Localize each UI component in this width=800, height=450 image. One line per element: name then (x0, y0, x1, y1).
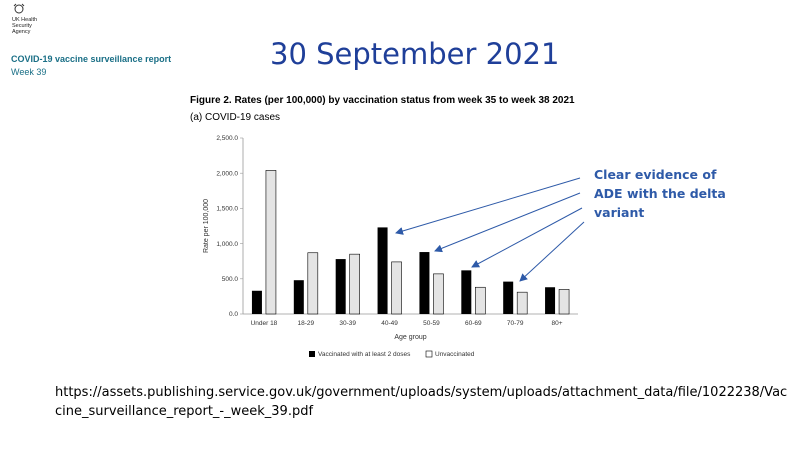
source-url: https://assets.publishing.service.gov.uk… (55, 385, 788, 419)
bar-unvaccinated (307, 252, 319, 315)
x-tick-label: 40-49 (381, 320, 398, 327)
bar-vaccinated (251, 290, 262, 314)
slide-title: 30 September 2021 (270, 37, 560, 71)
bar-unvaccinated (265, 170, 277, 315)
annotation-line-1: Clear evidence of (594, 167, 717, 182)
bar-vaccinated (377, 227, 388, 314)
x-tick-label: 80+ (552, 320, 563, 327)
bar-vaccinated (419, 252, 430, 314)
royal-crest-icon (13, 3, 25, 14)
x-tick-label: 30-39 (339, 320, 356, 327)
annotation-arrow (519, 221, 585, 282)
legend-swatch-unvaccinated (425, 350, 433, 358)
annotation-arrow (395, 177, 581, 235)
x-tick-label: Under 18 (251, 320, 278, 327)
bar-unvaccinated (433, 273, 444, 315)
bar-vaccinated (293, 280, 304, 314)
legend-label-vaccinated: Vaccinated with at least 2 doses (318, 351, 411, 358)
report-week: Week 39 (11, 67, 47, 77)
figure-title: Figure 2. Rates (per 100,000) by vaccina… (190, 95, 575, 106)
y-tick-label: 1,500.0 (216, 206, 238, 213)
bar-vaccinated (461, 270, 472, 314)
x-tick-label: 18-29 (298, 320, 315, 327)
annotation-arrow (471, 207, 583, 268)
bar-unvaccinated (516, 291, 528, 315)
bar-vaccinated (503, 281, 514, 314)
legend-label-unvaccinated: Unvaccinated (435, 351, 475, 358)
bar-unvaccinated (475, 286, 486, 315)
y-tick-label: 500.0 (222, 276, 239, 283)
bar-unvaccinated (558, 289, 570, 315)
report-title: COVID-19 vaccine surveillance report (11, 54, 172, 64)
bar-vaccinated (335, 259, 346, 314)
bar-unvaccinated (391, 261, 402, 315)
annotation: Clear evidence of ADE with the delta var… (395, 167, 726, 282)
annotation-line-2: ADE with the delta (594, 186, 726, 201)
annotation-line-3: variant (594, 205, 644, 220)
bar-unvaccinated (349, 253, 360, 315)
figure-subtitle: (a) COVID-19 cases (190, 112, 281, 123)
y-axis-label: Rate per 100,000 (203, 199, 210, 253)
x-tick-label: 50-59 (423, 320, 440, 327)
x-axis-label: Age group (394, 334, 426, 341)
y-tick-label: 2,000.0 (216, 170, 238, 177)
y-tick-label: 1,000.0 (216, 241, 238, 248)
agency-name: UK Health Security Agency (12, 17, 38, 35)
y-tick-label: 2,500.0 (216, 135, 238, 142)
legend-swatch-vaccinated (309, 351, 315, 357)
y-tick-label: 0.0 (229, 311, 238, 318)
x-tick-label: 60-69 (465, 320, 482, 327)
x-tick-label: 70-79 (507, 320, 524, 327)
bar-vaccinated (545, 287, 556, 314)
annotation-arrow (434, 192, 581, 253)
